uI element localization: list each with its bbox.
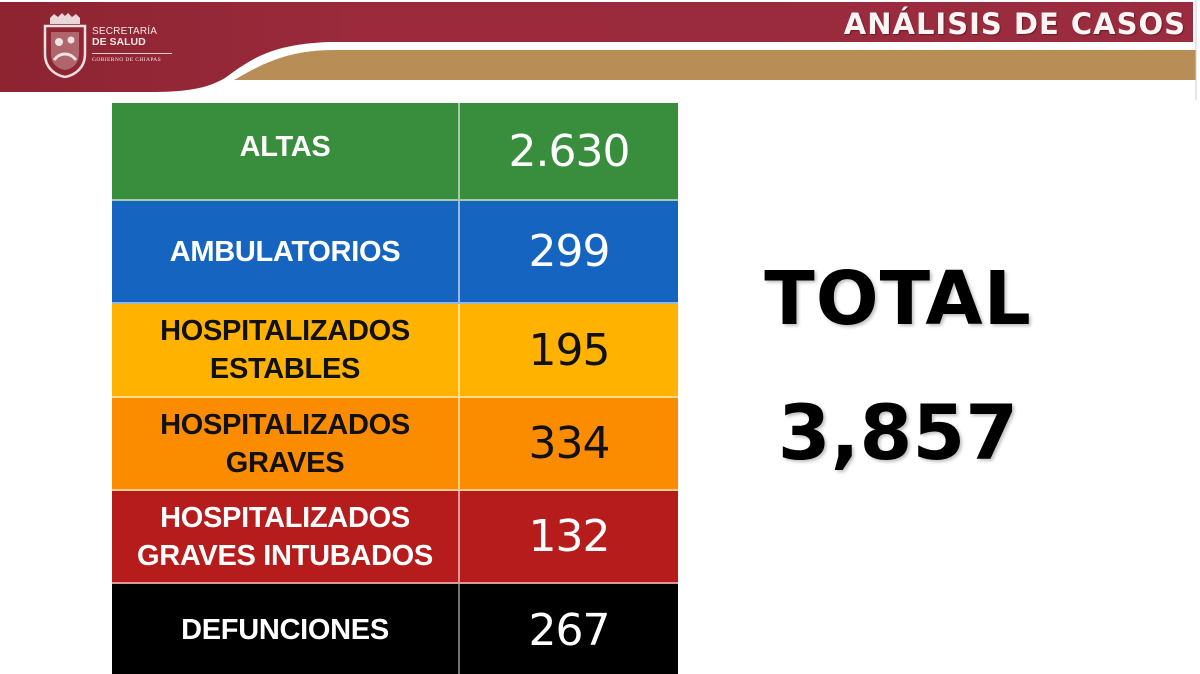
secretaria-de-salud-logo: SECRETARÍA DE SALUD GOBIERNO DE CHIAPAS: [42, 12, 182, 80]
row-label-line2: ESTABLES: [209, 353, 361, 385]
table-row-hospitalizados-estables: HOSPITALIZADOS ESTABLES 195: [112, 304, 678, 398]
row-value: 299: [528, 226, 611, 277]
cases-table: ALTAS 2.630 AMBULATORIOS 299 HOSPITALIZA…: [112, 103, 678, 674]
row-label: ALTAS: [112, 103, 460, 199]
table-row-hospitalizados-graves: HOSPITALIZADOS GRAVES 334: [112, 398, 678, 491]
row-value: 334: [528, 418, 611, 469]
header-banner: SECRETARÍA DE SALUD GOBIERNO DE CHIAPAS …: [0, 0, 1200, 100]
row-label-line1: HOSPITALIZADOS: [160, 408, 410, 441]
row-value: 195: [528, 324, 611, 376]
row-label-line2: GRAVES INTUBADOS: [137, 539, 433, 572]
total-value: 3,857: [777, 388, 1019, 477]
table-row-altas: ALTAS 2.630: [112, 103, 678, 201]
table-row-ambulatorios: AMBULATORIOS 299: [112, 201, 678, 304]
row-label-line2: GRAVES: [225, 446, 345, 479]
row-label: HOSPITALIZADOS ESTABLES: [112, 304, 460, 396]
logo-line-secretaria: SECRETARÍA: [92, 26, 158, 37]
row-label: HOSPITALIZADOS GRAVES INTUBADOS: [112, 491, 460, 582]
total-label: TOTAL: [764, 256, 1032, 342]
row-label-line1: HOSPITALIZADOS: [160, 315, 410, 347]
page-title: ANÁLISIS DE CASOS: [843, 7, 1186, 41]
row-label: DEFUNCIONES: [112, 584, 460, 674]
logo-line-de-salud: DE SALUD: [92, 36, 146, 48]
row-value: 132: [528, 511, 611, 562]
row-value: 267: [528, 604, 611, 656]
table-row-hospitalizados-graves-intubados: HOSPITALIZADOS GRAVES INTUBADOS 132: [112, 491, 678, 584]
row-label-line1: HOSPITALIZADOS: [160, 501, 410, 534]
table-row-defunciones: DEFUNCIONES 267: [112, 584, 678, 674]
header-bands: [0, 0, 1197, 100]
row-value: 2.630: [508, 125, 631, 177]
row-label: HOSPITALIZADOS GRAVES: [112, 398, 460, 489]
row-label: AMBULATORIOS: [112, 201, 460, 302]
logo-line-gobierno: GOBIERNO DE CHIAPAS: [92, 57, 162, 63]
logo-divider: [92, 53, 172, 54]
coat-of-arms-shield-icon: [43, 13, 87, 78]
